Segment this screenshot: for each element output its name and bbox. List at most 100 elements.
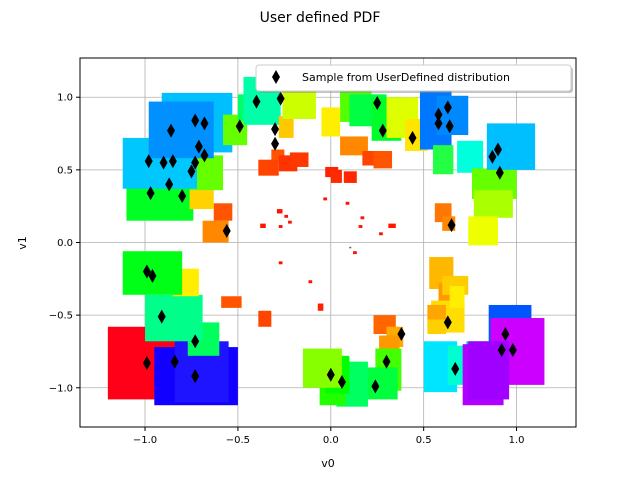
- sample-point: [159, 155, 168, 170]
- pdf-rectangle: [373, 150, 393, 169]
- pdf-rectangle: [449, 286, 465, 308]
- pdf-rectangle: [358, 225, 363, 228]
- pdf-rectangle: [282, 91, 316, 120]
- sample-point: [371, 379, 380, 394]
- pdf-rectangle: [379, 232, 383, 236]
- sample-point: [408, 130, 417, 145]
- sample-point: [451, 361, 460, 376]
- sample-point: [165, 177, 174, 192]
- pdf-rectangle: [271, 149, 285, 162]
- y-tick-label: 0.5: [57, 165, 73, 176]
- sample-point: [194, 139, 203, 154]
- sample-point: [508, 343, 517, 358]
- pdf-rectangle: [260, 223, 266, 228]
- legend-box: [255, 64, 572, 92]
- pdf-rectangle: [288, 220, 292, 224]
- pdf-rectangle: [258, 310, 272, 327]
- pdf-rectangle: [145, 294, 203, 342]
- sample-point: [200, 148, 209, 163]
- pdf-rectangle: [427, 319, 446, 335]
- sample-point: [148, 268, 157, 283]
- pdf-rectangle: [278, 261, 283, 265]
- pdf-rectangle: [221, 296, 242, 308]
- y-axis-label: v1: [16, 236, 29, 250]
- chart-title: User defined PDF: [260, 10, 381, 26]
- sample-point: [271, 136, 280, 151]
- pdf-rectangle: [486, 123, 536, 170]
- pdf-rectangle: [468, 216, 498, 246]
- sample-point: [178, 189, 187, 204]
- sample-point: [142, 356, 151, 371]
- sample-point: [495, 165, 504, 180]
- y-tick-label: 0.0: [57, 238, 73, 249]
- pdf-rectangle: [360, 216, 365, 220]
- x-tick-label: −0.5: [226, 435, 250, 446]
- y-tick-label: −1.0: [49, 383, 73, 394]
- sample-point: [397, 327, 406, 342]
- pdf-rectangle: [148, 101, 214, 159]
- pdf-rectangle: [345, 201, 350, 205]
- sample-point: [191, 113, 200, 128]
- pdf-rectangle: [366, 367, 398, 400]
- pdf-rectangle: [302, 348, 342, 388]
- sample-point: [488, 149, 497, 164]
- sample-point: [191, 155, 200, 170]
- pdf-rectangle: [289, 152, 309, 167]
- pdf-rectangle: [213, 203, 233, 221]
- pdf-rectangle: [284, 214, 289, 218]
- sample-point: [382, 354, 391, 369]
- pdf-rectangle: [330, 169, 342, 183]
- sample-point: [191, 334, 200, 349]
- sample-point: [501, 327, 510, 342]
- pdf-rectangle: [308, 280, 313, 284]
- legend: Sample from UserDefined distribution: [255, 64, 573, 93]
- pdf-rectangle: [202, 220, 229, 243]
- y-tick-label: −0.5: [49, 311, 73, 322]
- sample-point: [252, 94, 261, 109]
- sample-point: [222, 223, 231, 238]
- sample-point: [445, 119, 454, 134]
- sample-point: [434, 116, 443, 131]
- sample-point: [191, 369, 200, 384]
- sample-point: [326, 367, 335, 382]
- pdf-rectangle: [353, 251, 357, 255]
- pdf-rectangle: [317, 303, 324, 311]
- sample-point: [142, 264, 151, 279]
- pdf-rectangle: [427, 304, 446, 323]
- sample-point: [157, 309, 166, 324]
- x-tick-label: 1.0: [509, 435, 525, 446]
- sample-point: [170, 354, 179, 369]
- sample-point: [443, 100, 452, 115]
- pdf-rectangle: [340, 136, 368, 156]
- y-axis-ticks: −1.0 −0.5 0.0 0.5 1.0: [49, 93, 80, 394]
- sample-point: [187, 164, 196, 179]
- sample-point: [146, 186, 155, 201]
- sample-point: [168, 154, 177, 169]
- x-axis-ticks: −1.0 −0.5 0.0 0.5 1.0: [133, 427, 525, 446]
- sample-point: [443, 315, 452, 330]
- x-tick-label: 0.0: [323, 435, 339, 446]
- sample-point: [373, 96, 382, 111]
- sample-point: [144, 154, 153, 169]
- sample-point: [337, 374, 346, 389]
- sample-point: [271, 122, 280, 137]
- x-axis-label: v0: [321, 457, 335, 470]
- pdf-rectangle: [276, 209, 283, 214]
- sample-point: [276, 91, 285, 106]
- pdf-rectangle: [388, 223, 396, 228]
- sample-point: [235, 119, 244, 134]
- pdf-rectangle: [432, 145, 454, 175]
- sample-point: [447, 218, 456, 233]
- pdf-rectangle: [343, 171, 357, 183]
- y-tick-label: 1.0: [57, 93, 73, 104]
- pdf-rectangle: [278, 225, 283, 228]
- x-tick-label: −1.0: [133, 435, 157, 446]
- sample-point: [167, 123, 176, 138]
- pdf-rectangle: [258, 159, 279, 176]
- pdf-rectangle: [473, 190, 513, 218]
- x-tick-label: 0.5: [416, 435, 432, 446]
- sample-markers: [142, 91, 517, 394]
- sample-point: [497, 343, 506, 358]
- pdf-rectangle: [323, 197, 328, 201]
